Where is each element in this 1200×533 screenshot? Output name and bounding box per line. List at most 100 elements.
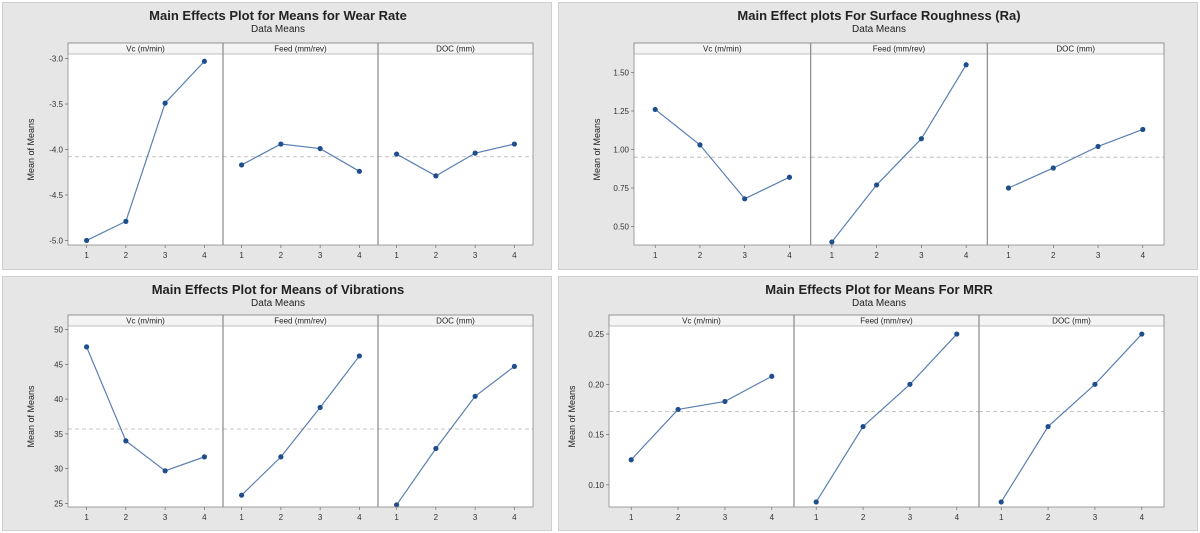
x-tick-label: 4 xyxy=(512,251,517,260)
data-point xyxy=(511,363,517,369)
y-tick-label: 1.25 xyxy=(613,107,629,116)
data-point xyxy=(201,454,207,460)
x-tick-label: 2 xyxy=(698,251,703,260)
y-tick-label: 0.25 xyxy=(588,330,604,339)
series-label: Vc (m/min) xyxy=(682,317,721,326)
data-point xyxy=(1140,126,1146,133)
data-point xyxy=(1095,143,1101,150)
y-axis-label: Mean of Means xyxy=(592,118,602,181)
series-line xyxy=(630,375,773,461)
x-tick-label: 3 xyxy=(318,251,323,260)
data-point xyxy=(874,182,880,188)
data-point xyxy=(1045,423,1051,430)
series-label: Feed (mm/rev) xyxy=(274,45,327,54)
x-tick-label: 2 xyxy=(676,513,681,522)
panel-background xyxy=(794,326,979,507)
y-tick-label: 40 xyxy=(54,395,63,404)
x-tick-label: 1 xyxy=(629,513,634,522)
panel-background xyxy=(223,326,378,507)
y-tick-label: 25 xyxy=(54,500,63,509)
x-tick-label: 1 xyxy=(830,251,835,260)
x-tick-label: 2 xyxy=(279,513,284,522)
x-tick-label: 1 xyxy=(394,251,399,260)
series-label: Feed (mm/rev) xyxy=(860,317,913,326)
series-label: Vc (m/min) xyxy=(703,45,742,54)
data-point xyxy=(722,398,728,405)
x-tick-label: 1 xyxy=(1006,251,1011,260)
data-point xyxy=(162,468,168,474)
chart-subtitle: Data Means xyxy=(251,24,305,35)
panel-background xyxy=(378,54,533,245)
series-line xyxy=(86,60,205,241)
y-tick-label: -3.0 xyxy=(49,55,63,64)
x-tick-label: 4 xyxy=(787,251,792,260)
series-label: Feed (mm/rev) xyxy=(873,45,926,54)
y-tick-label: -4.5 xyxy=(49,191,63,200)
x-tick-label: 3 xyxy=(1096,251,1101,260)
y-tick-label: 50 xyxy=(54,325,63,334)
x-tick-label: 4 xyxy=(512,513,517,522)
x-tick-label: 3 xyxy=(1093,513,1098,522)
x-tick-label: 2 xyxy=(1051,251,1056,260)
y-tick-label: 30 xyxy=(54,465,63,474)
y-tick-label: 0.50 xyxy=(613,223,629,232)
y-tick-label: -5.0 xyxy=(49,236,63,245)
panel-background xyxy=(223,54,378,245)
series-label: DOC (mm) xyxy=(1056,45,1095,54)
data-point xyxy=(511,141,517,147)
panel-background xyxy=(979,326,1164,507)
series-line xyxy=(831,64,967,243)
data-point xyxy=(829,239,835,245)
chart-mrr: Main Effects Plot for Means For MRR Data … xyxy=(558,276,1198,531)
series-line xyxy=(1008,128,1144,189)
series-line xyxy=(241,143,360,172)
x-tick-label: 1 xyxy=(999,513,1004,522)
x-tick-label: 2 xyxy=(434,251,439,260)
data-point xyxy=(918,136,924,142)
data-point xyxy=(84,237,90,244)
y-tick-label: 0.20 xyxy=(588,380,604,389)
data-point xyxy=(162,100,168,106)
y-axis-label: Mean of Means xyxy=(567,385,577,448)
chart-title: Main Effects Plot for Means for Wear Rat… xyxy=(149,8,407,23)
data-point xyxy=(697,142,703,148)
data-point xyxy=(472,150,478,156)
chart-title: Main Effects Plot for Means For MRR xyxy=(765,282,993,297)
y-tick-label: 0.10 xyxy=(588,481,604,490)
plot-border xyxy=(67,42,534,246)
data-point xyxy=(394,151,400,157)
chart-wear-rate: Main Effects Plot for Means for Wear Rat… xyxy=(2,2,552,270)
chart-subtitle: Data Means xyxy=(251,298,305,309)
x-tick-label: 1 xyxy=(239,251,244,260)
x-tick-label: 4 xyxy=(1140,513,1145,522)
series-line xyxy=(654,108,790,200)
x-tick-label: 3 xyxy=(163,513,168,522)
data-point xyxy=(1092,381,1098,387)
x-tick-label: 4 xyxy=(770,513,775,522)
series-label: DOC (mm) xyxy=(1052,317,1091,326)
x-tick-label: 4 xyxy=(1141,251,1146,260)
x-tick-label: 4 xyxy=(357,513,362,522)
data-point xyxy=(201,58,207,64)
data-point xyxy=(123,438,129,444)
x-tick-label: 4 xyxy=(357,251,362,260)
x-tick-label: 3 xyxy=(742,251,747,260)
chart-vibrations: Main Effects Plot for Means of Vibration… xyxy=(2,276,552,531)
y-tick-label: 0.15 xyxy=(588,431,604,440)
x-tick-label: 2 xyxy=(279,251,284,260)
series-line xyxy=(396,143,515,177)
x-tick-label: 3 xyxy=(919,251,924,260)
x-tick-label: 3 xyxy=(163,251,168,260)
x-tick-label: 2 xyxy=(861,513,866,522)
x-tick-label: 4 xyxy=(955,513,960,522)
panel-background xyxy=(609,326,794,507)
panel-background xyxy=(987,54,1164,245)
x-tick-label: 3 xyxy=(473,251,478,260)
data-point xyxy=(1005,185,1012,191)
y-axis-label: Mean of Means xyxy=(26,385,36,448)
chart-surface-roughness: Main Effect plots For Surface Roughness … xyxy=(558,2,1198,270)
chart-wear-rate-svg: Main Effects Plot for Means for Wear Rat… xyxy=(26,8,534,260)
data-point xyxy=(954,331,960,337)
chart-subtitle: Data Means xyxy=(852,298,906,309)
series-line xyxy=(815,333,958,503)
